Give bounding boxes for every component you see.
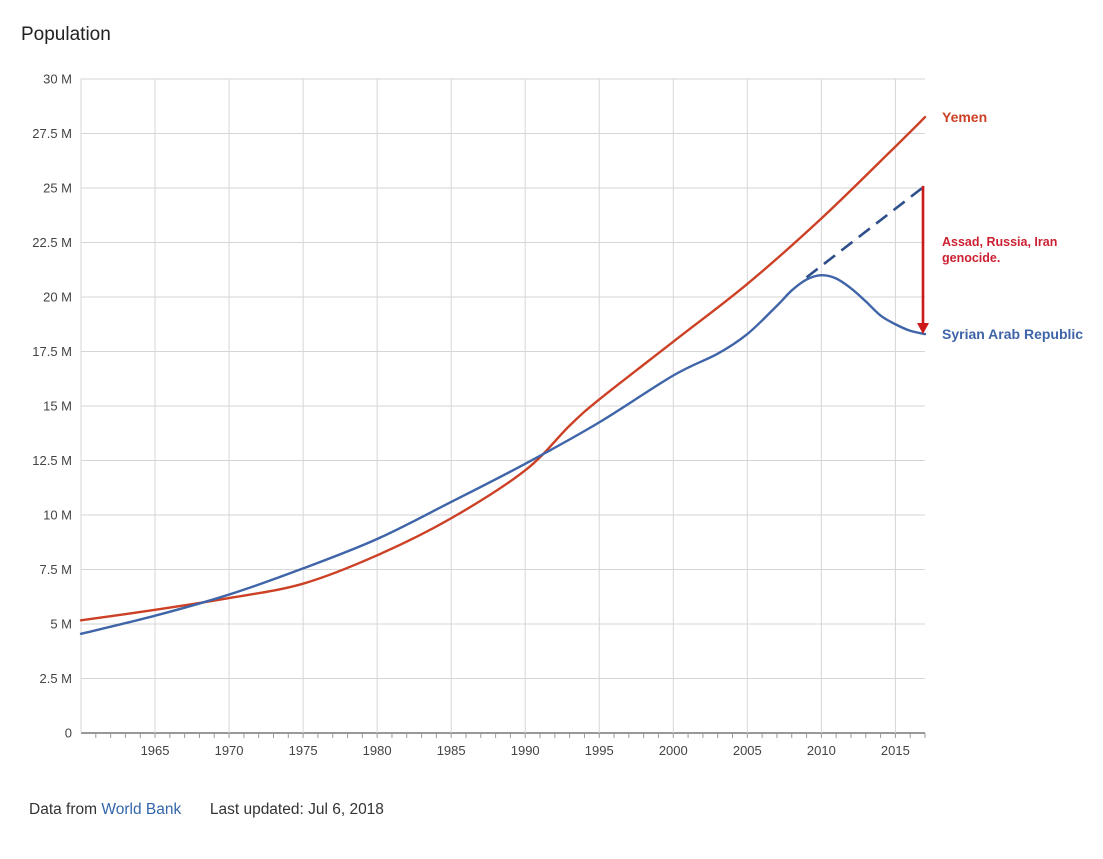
y-tick-label: 30 M xyxy=(43,72,72,87)
x-tick-label: 2010 xyxy=(807,743,836,758)
series-line-syrian-arab-republic xyxy=(79,273,927,636)
series-layer: Yemen Syrian Arab Republic xyxy=(79,109,1083,636)
footer: Data from World Bank Last updated: Jul 6… xyxy=(29,801,384,819)
y-tick-label: 20 M xyxy=(43,290,72,305)
projection-dashed-line xyxy=(805,184,926,279)
y-tick-label: 25 M xyxy=(43,181,72,196)
decline-arrow-head xyxy=(917,323,929,335)
world-bank-link[interactable]: World Bank xyxy=(101,801,182,818)
annotation-text-line: Assad, Russia, Iran xyxy=(942,235,1057,249)
x-tick-label: 2015 xyxy=(881,743,910,758)
last-updated: Last updated: Jul 6, 2018 xyxy=(209,801,384,818)
population-line-chart: 0 2.5 M 5 M 7.5 M 10 M 12.5 M 15 M 17.5 M 20 M 22… xyxy=(32,72,1083,759)
y-tick-label: 7.5 M xyxy=(39,562,72,577)
y-tick-label: 10 M xyxy=(43,508,72,523)
y-tick-label: 2.5 M xyxy=(39,671,72,686)
x-tick-label: 1970 xyxy=(215,743,244,758)
y-tick-label: 12.5 M xyxy=(32,453,72,468)
grid-layer xyxy=(80,78,925,734)
y-tick-label: 15 M xyxy=(43,399,72,414)
y-tick-label: 27.5 M xyxy=(32,126,72,141)
x-tick-label: 2000 xyxy=(659,743,688,758)
x-tick-label: 1995 xyxy=(585,743,614,758)
series-label-syrian-arab-republic: Syrian Arab Republic xyxy=(942,326,1083,342)
chart-title: Population xyxy=(21,24,111,45)
y-tick-label: 22.5 M xyxy=(32,235,72,250)
x-tick-label: 2005 xyxy=(733,743,762,758)
y-tick-label: 17.5 M xyxy=(32,344,72,359)
annotation-layer: Assad, Russia, Iran genocide. xyxy=(805,184,1057,335)
series-label-yemen: Yemen xyxy=(942,109,987,125)
source-prefix: Data from xyxy=(29,801,98,818)
x-tick-label: 1990 xyxy=(511,743,540,758)
y-tick-label: 5 M xyxy=(50,617,72,632)
series-line-yemen xyxy=(79,115,927,622)
y-tick-label: 0 xyxy=(65,726,72,741)
axis-layer: 0 2.5 M 5 M 7.5 M 10 M 12.5 M 15 M 17.5 M 20 M 22… xyxy=(32,72,926,758)
x-tick-label: 1975 xyxy=(289,743,318,758)
annotation-text-line: genocide. xyxy=(942,251,1000,265)
x-tick-label: 1985 xyxy=(437,743,466,758)
x-tick-label: 1965 xyxy=(141,743,170,758)
x-tick-label: 1980 xyxy=(363,743,392,758)
